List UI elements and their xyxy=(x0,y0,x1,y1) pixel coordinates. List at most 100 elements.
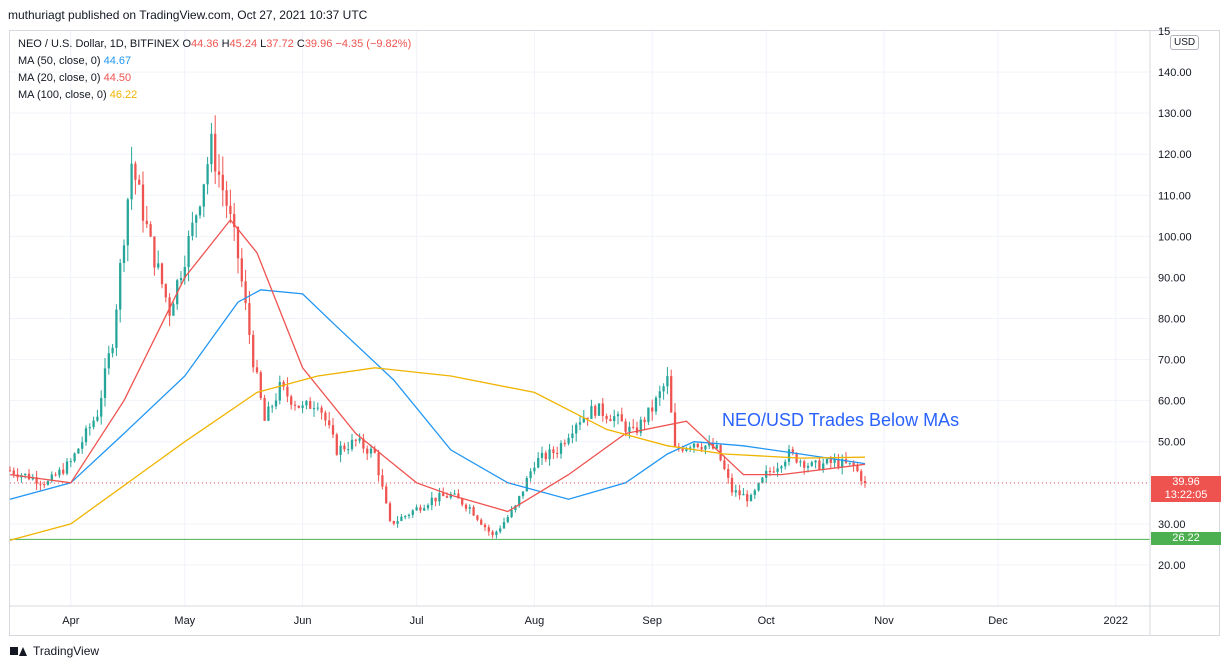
candle-body xyxy=(141,184,145,221)
candle-body xyxy=(347,449,350,451)
candle-body xyxy=(521,491,525,497)
candle-body xyxy=(290,396,293,405)
candle-body xyxy=(799,461,802,463)
candle-body xyxy=(274,400,278,407)
candle-body xyxy=(385,486,388,504)
candle-body xyxy=(320,407,323,413)
candle-body xyxy=(753,490,756,495)
candle-body xyxy=(179,278,183,281)
candle-body xyxy=(590,406,593,419)
y-tick-label: 120.00 xyxy=(1158,149,1192,161)
candle-body xyxy=(229,205,232,214)
ma100-label[interactable]: MA (100, close, 0) xyxy=(18,89,107,101)
candle-body xyxy=(50,474,53,482)
y-tick-label: 130.00 xyxy=(1158,108,1192,120)
candle-body xyxy=(852,462,855,466)
candle-body xyxy=(202,184,205,207)
candle-body xyxy=(544,452,547,460)
candle-body xyxy=(639,419,642,433)
candle-body xyxy=(282,381,285,387)
candle-body xyxy=(464,504,468,509)
candle-body xyxy=(449,493,452,498)
candle-body xyxy=(666,376,669,387)
ma20-label[interactable]: MA (20, close, 0) xyxy=(18,72,101,84)
candle-body xyxy=(58,469,61,476)
candle-body xyxy=(96,416,99,421)
candle-body xyxy=(81,442,84,449)
candle-body xyxy=(271,406,274,408)
candle-body xyxy=(685,448,688,451)
y-tick-label: 80.00 xyxy=(1158,314,1186,326)
brand-name[interactable]: TradingView xyxy=(33,644,100,658)
candle-body xyxy=(100,397,103,417)
candle-body xyxy=(651,407,654,412)
candle-body xyxy=(43,484,46,486)
ma50-label[interactable]: MA (50, close, 0) xyxy=(18,55,101,67)
candle-body xyxy=(578,422,582,425)
candle-body xyxy=(84,428,88,443)
candle-body xyxy=(369,448,373,454)
open-key: O xyxy=(182,38,191,50)
candle-body xyxy=(240,258,243,282)
candle-body xyxy=(168,297,171,316)
candle-body xyxy=(316,407,319,409)
candle-body xyxy=(225,190,228,206)
candle-body xyxy=(381,475,384,487)
y-tick-label: 90.00 xyxy=(1158,272,1186,284)
ma20-value: 44.50 xyxy=(103,72,132,84)
candle-body xyxy=(662,386,665,392)
candle-body xyxy=(453,493,456,495)
candle-body xyxy=(366,448,369,454)
candle-body xyxy=(217,171,221,175)
candle-body xyxy=(567,437,570,444)
candle-body xyxy=(643,419,646,423)
candle-body xyxy=(841,459,844,468)
candle-body xyxy=(77,448,80,454)
candle-body xyxy=(696,443,699,448)
x-tick-label: Nov xyxy=(874,615,894,627)
candle-body xyxy=(780,466,783,469)
candle-body xyxy=(442,493,445,497)
candle-body xyxy=(153,236,156,268)
candle-body xyxy=(506,517,509,523)
x-tick-label: Apr xyxy=(62,615,79,627)
tradingview-logo-icon[interactable] xyxy=(10,645,28,657)
candle-body xyxy=(164,284,167,298)
candle-body xyxy=(400,516,403,521)
candle-body xyxy=(457,493,460,499)
candle-body xyxy=(8,470,12,472)
candle-body xyxy=(582,417,585,423)
symbol-label[interactable]: NEO / U.S. Dollar, 1D, BITFINEX xyxy=(18,38,180,50)
candle-body xyxy=(130,163,133,200)
candle-body xyxy=(529,471,532,479)
candle-body xyxy=(183,267,186,279)
candle-body xyxy=(388,503,392,521)
candle-body xyxy=(784,461,787,467)
currency-badge[interactable]: USD xyxy=(1170,35,1200,50)
candle-body xyxy=(46,481,50,485)
last-price-tag: 39.96 13:22:05 xyxy=(1151,475,1221,502)
candle-body xyxy=(860,471,863,482)
candle-body xyxy=(829,458,832,463)
candle-body xyxy=(563,443,566,445)
candle-body xyxy=(586,417,589,419)
candle-body xyxy=(358,438,361,441)
candle-body xyxy=(54,474,57,476)
candle-body xyxy=(297,405,300,408)
candle-body xyxy=(88,427,91,429)
candle-body xyxy=(525,478,528,492)
candle-body xyxy=(837,459,840,468)
candle-body xyxy=(145,220,148,225)
candle-body xyxy=(723,460,726,470)
candle-body xyxy=(624,421,627,432)
candle-body xyxy=(434,497,437,502)
candle-body xyxy=(704,445,707,450)
candle-body xyxy=(430,497,433,506)
grid-lines xyxy=(10,31,1150,606)
candle-body xyxy=(730,477,734,493)
x-tick-label: Sep xyxy=(642,615,662,627)
candle-body xyxy=(673,412,677,447)
candle-body xyxy=(601,403,604,416)
candle-body xyxy=(803,461,806,468)
